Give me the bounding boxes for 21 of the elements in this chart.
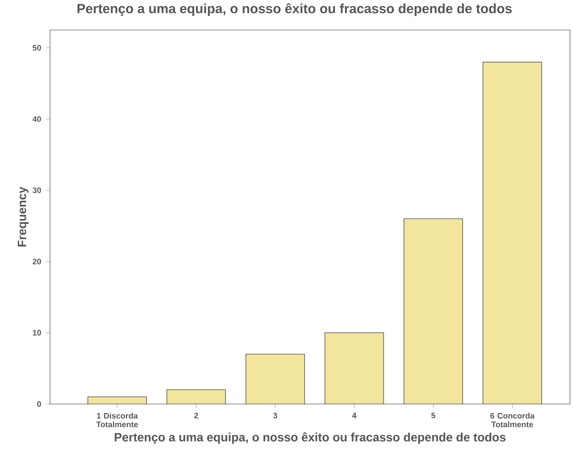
bar xyxy=(404,218,463,404)
x-tick-label: 1 Discorda Totalmente xyxy=(96,412,138,428)
x-tick-label: 4 xyxy=(352,412,356,418)
y-tick-label: 40 xyxy=(32,116,41,122)
y-tick-label: 0 xyxy=(37,401,41,407)
x-axis-title: Pertenço a uma equipa, o nosso êxito ou fracasso depende de todos xyxy=(114,432,506,444)
chart-title: Pertenço a uma equipa, o nosso êxito ou fracasso depende de todos xyxy=(77,3,512,16)
x-tick-label: 3 xyxy=(273,412,278,418)
x-tick-label: 5 xyxy=(431,412,436,418)
bar xyxy=(246,354,305,404)
y-tick-label: 50 xyxy=(32,44,41,51)
bar xyxy=(88,396,147,404)
bar xyxy=(482,62,542,404)
bar xyxy=(324,332,384,404)
y-tick-label: 20 xyxy=(32,258,41,264)
bar xyxy=(166,389,226,404)
y-tick-label: 10 xyxy=(32,330,41,336)
y-axis-title: Frequency xyxy=(18,186,29,247)
x-tick-label: 2 xyxy=(194,412,198,418)
x-tick-label: 6 Concorda Totalmente xyxy=(490,412,535,428)
y-tick-label: 30 xyxy=(32,187,41,194)
